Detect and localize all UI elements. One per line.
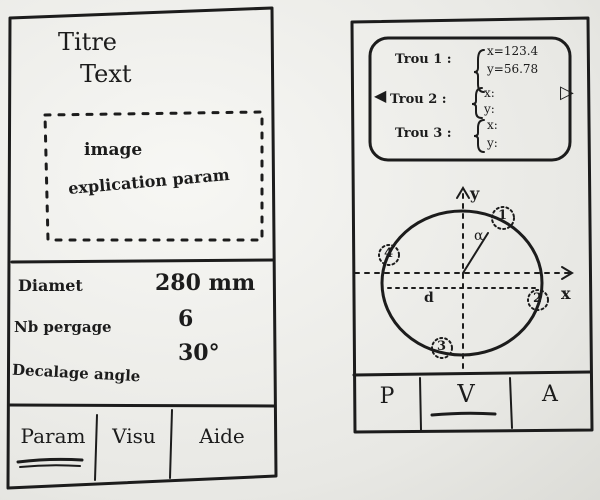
page-title: Titre [58, 28, 118, 56]
tab-visu[interactable]: Visu [112, 424, 156, 448]
hole-number-4[interactable]: 4 [384, 246, 394, 261]
hole-number-2[interactable]: 2 [533, 291, 543, 306]
left-divider-bottom [8, 403, 277, 408]
hole-info-box [368, 36, 572, 162]
hole-marker-3 [431, 337, 453, 359]
param-label: Nb pergage [14, 318, 112, 336]
hole-3-x: x: [487, 118, 498, 132]
image-placeholder-text-1: image [84, 140, 143, 160]
tab-v[interactable]: V [457, 380, 475, 408]
diameter-label: d [424, 290, 434, 306]
hole-marker-4 [378, 244, 400, 266]
param-value[interactable]: 280 mm [155, 270, 256, 296]
prev-hole-arrow-icon[interactable]: ◀ [374, 86, 387, 105]
left-tab-sep-1 [94, 414, 98, 481]
hole-1-label: Trou 1 : [395, 52, 452, 67]
x-axis-label: x [561, 284, 571, 303]
right-phone-frame [350, 16, 594, 434]
visu-underline [430, 411, 497, 417]
hole-marker-2 [527, 289, 549, 311]
right-tab-sep-2 [509, 377, 513, 429]
tab-p[interactable]: P [379, 384, 395, 409]
image-placeholder-border [43, 110, 264, 242]
param-value[interactable]: 6 [178, 306, 194, 332]
hole-1-x: x=123.4 [487, 44, 539, 58]
hole-2-label: Trou 2 : [390, 92, 447, 107]
hole-number-3[interactable]: 3 [437, 339, 447, 354]
right-divider [352, 370, 592, 377]
param-underline [16, 457, 84, 464]
y-axis-label: y [470, 184, 480, 203]
hole-3-label: Trou 3 : [395, 126, 452, 141]
drill-circle [380, 209, 544, 357]
param-value[interactable]: 30° [178, 340, 220, 366]
page-subtitle: Text [80, 60, 132, 88]
right-tab-sep-1 [419, 377, 422, 431]
angle-label: α [474, 228, 484, 244]
hole-1-y: y=56.78 [487, 62, 539, 76]
hole-3-y: y: [487, 136, 498, 150]
tab-a[interactable]: A [542, 382, 558, 407]
left-phone-frame [6, 6, 278, 490]
hole-2-y: y: [484, 102, 495, 116]
param-label: Diamet [18, 276, 83, 295]
hole-2-x: x: [484, 86, 495, 100]
left-tab-sep-2 [169, 409, 173, 479]
next-hole-arrow-icon[interactable]: ▷ [560, 82, 574, 103]
hole-marker-1 [491, 206, 515, 230]
left-divider-top [10, 258, 276, 264]
hole-number-1[interactable]: 1 [498, 208, 508, 223]
tab-aide[interactable]: Aide [199, 424, 245, 448]
tab-param[interactable]: Param [20, 424, 86, 448]
radius-line [462, 232, 489, 274]
